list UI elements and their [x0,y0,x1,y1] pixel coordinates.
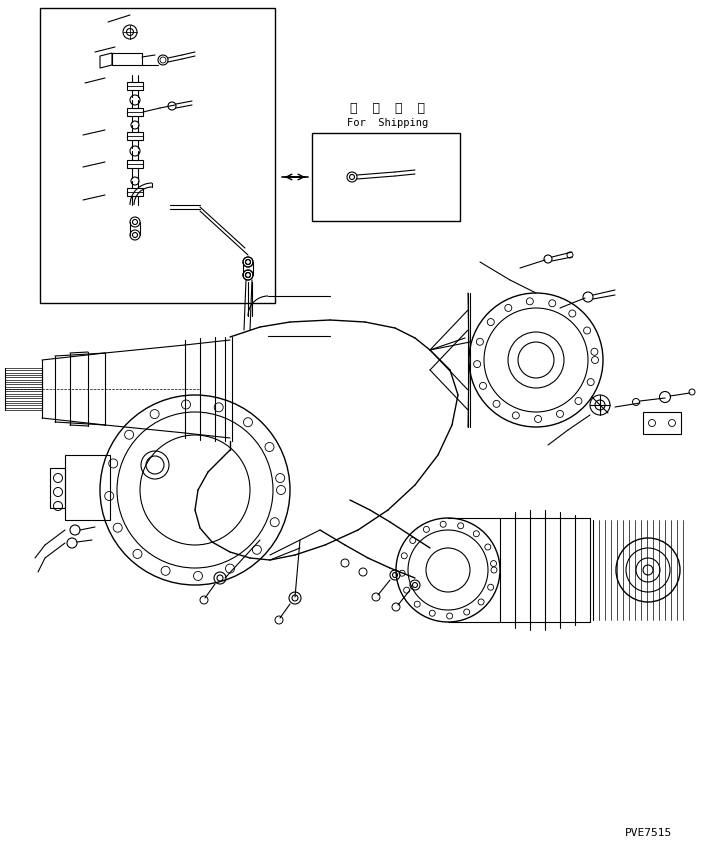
Bar [643,412,681,434]
Text: PVE7515: PVE7515 [625,828,672,838]
Text: 運  携  部  品: 運 携 部 品 [350,101,426,115]
Bar [50,468,65,508]
Bar [40,8,275,303]
Bar [65,455,110,520]
Bar [112,53,142,65]
Bar [312,133,460,221]
Text: For  Shipping: For Shipping [347,118,429,128]
